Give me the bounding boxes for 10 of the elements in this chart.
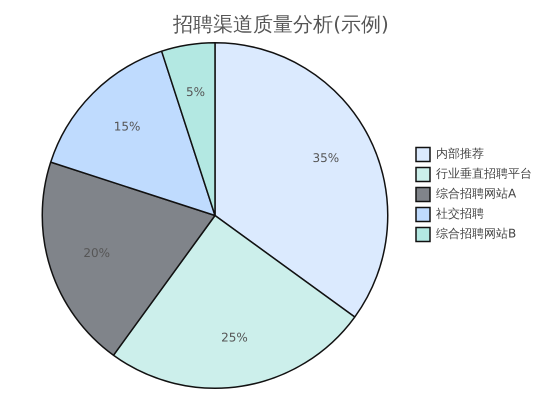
data-label: 5% <box>186 84 206 99</box>
data-label: 25% <box>221 330 248 344</box>
legend-label: 行业垂直招聘平台 <box>436 166 532 181</box>
legend-label: 综合招聘网站A <box>436 186 517 201</box>
legend-label: 内部推荐 <box>436 146 484 161</box>
data-label: 15% <box>114 120 140 134</box>
data-label: 35% <box>312 151 340 166</box>
chart-title: 招聘渠道质量分析(示例) <box>172 12 389 36</box>
legend-label: 社交招聘 <box>436 206 484 221</box>
legend-label: 综合招聘网站B <box>436 226 516 241</box>
